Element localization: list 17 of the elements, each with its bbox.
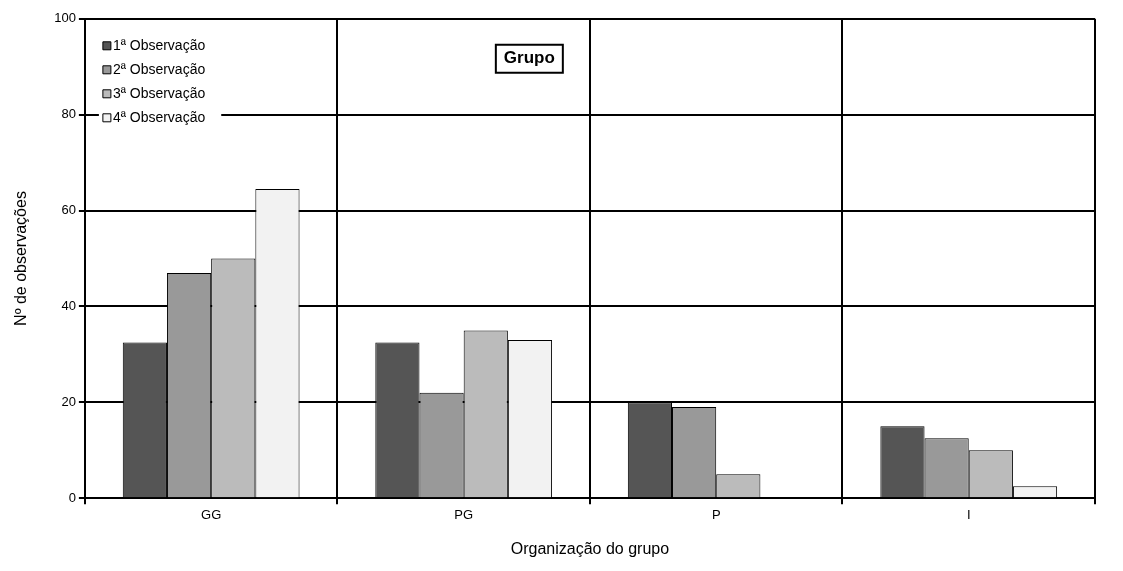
legend-label: 4ª Observação [112, 108, 206, 125]
x-tick-label: P [711, 506, 721, 522]
legend-label: 2ª Observação [112, 60, 206, 77]
y-tick-label: 40 [61, 298, 76, 314]
annotation: Grupo [503, 48, 555, 68]
y-tick-label: 100 [54, 10, 76, 26]
y-tick-label: 0 [68, 489, 76, 505]
x-axis-title: Organização do grupo [510, 539, 670, 557]
y-tick-label: 80 [61, 106, 76, 122]
x-tick-label: PG [454, 506, 474, 522]
y-tick-label: 60 [61, 202, 76, 218]
y-tick-label: 20 [61, 393, 76, 409]
y-axis-title: Nº de observações [12, 191, 30, 326]
legend-label: 1ª Observação [112, 36, 206, 53]
x-tick-label: GG [201, 506, 222, 522]
x-tick-label: I [966, 506, 971, 522]
legend-label: 3ª Observação [112, 84, 206, 101]
